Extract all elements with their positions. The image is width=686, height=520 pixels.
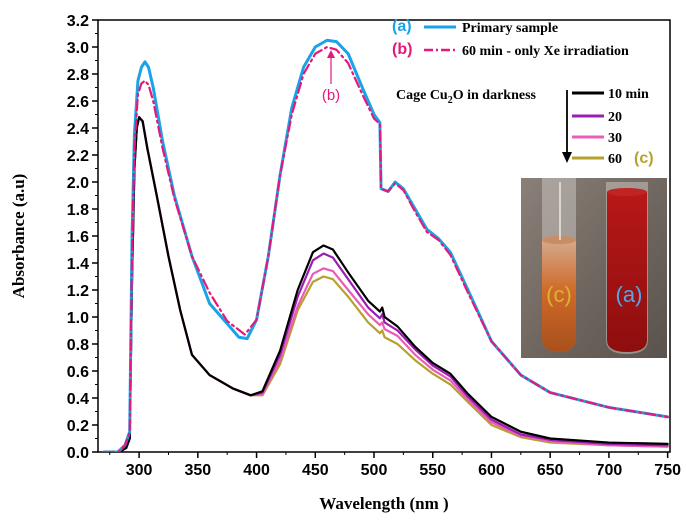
y-tick-label: 0.4 (67, 391, 89, 408)
y-tick-label: 1.2 (67, 283, 89, 300)
y-tick-label: 1.4 (67, 256, 89, 273)
legend-tag-c: (c) (634, 150, 654, 167)
tube-right-liquid (607, 192, 647, 352)
legend-darkness: Cage Cu2O in darkness 10 min 20 30 60 (c… (396, 87, 654, 167)
legend-label-a: Primary sample (462, 21, 558, 36)
legend-label-30: 30 (608, 131, 622, 146)
y-tick-label: 0.6 (67, 364, 89, 381)
x-tick-label: 750 (654, 462, 681, 479)
peak-annotation: (b) (322, 50, 340, 104)
y-tick-label: 1.0 (67, 310, 89, 327)
legend-label-20: 20 (608, 110, 622, 125)
y-axis: 0.0 0.2 0.4 0.6 0.8 1.0 1.2 1.4 1.6 1.8 2.0 2.2 2.4 2… (67, 13, 98, 462)
arrow-down-icon (562, 152, 572, 163)
legend-label-60: 60 (608, 152, 622, 167)
y-tick-label: 3.0 (67, 40, 89, 57)
peak-annotation-label: (b) (322, 87, 340, 104)
x-tick-label: 700 (596, 462, 623, 479)
y-tick-label: 0.2 (67, 418, 89, 435)
x-tick-label: 500 (361, 462, 388, 479)
x-tick-label: 550 (419, 462, 446, 479)
x-axis: 300 350 400 450 500 550 600 650 700 750 (110, 452, 681, 479)
y-tick-label: 2.4 (67, 121, 89, 138)
y-tick-label: 2.8 (67, 67, 89, 84)
y-tick-label: 1.6 (67, 229, 89, 246)
legend-darkness-title: Cage Cu2O in darkness (396, 88, 537, 106)
x-tick-label: 350 (184, 462, 211, 479)
tube-left-label: (c) (546, 282, 572, 307)
tube-right-meniscus (607, 188, 647, 196)
legend-top: (a) Primary sample (b) 60 min - only Xe … (392, 18, 629, 59)
y-tick-label: 2.0 (67, 175, 89, 192)
x-axis-title: Wavelength (nm ) (319, 494, 448, 513)
legend-label-10: 10 min (608, 87, 649, 102)
y-tick-label: 0.0 (67, 445, 89, 462)
tube-right-label: (a) (616, 282, 643, 307)
y-tick-label: 0.8 (67, 337, 89, 354)
x-tick-label: 400 (243, 462, 270, 479)
y-tick-label: 2.2 (67, 148, 89, 165)
y-tick-label: 3.2 (67, 13, 89, 30)
x-tick-label: 300 (126, 462, 153, 479)
peak-arrow-icon (327, 50, 335, 58)
y-tick-label: 1.8 (67, 202, 89, 219)
x-tick-label: 600 (478, 462, 505, 479)
legend-tag-b: (b) (392, 41, 412, 58)
y-axis-title: Absorbance (a.u) (9, 174, 28, 299)
y-tick-label: 2.6 (67, 94, 89, 111)
legend-tag-a: (a) (392, 18, 412, 35)
sample-photo: (c) (a) (521, 178, 667, 358)
x-tick-label: 450 (302, 462, 329, 479)
legend-label-b: 60 min - only Xe irradiation (462, 44, 629, 59)
x-tick-label: 650 (537, 462, 564, 479)
